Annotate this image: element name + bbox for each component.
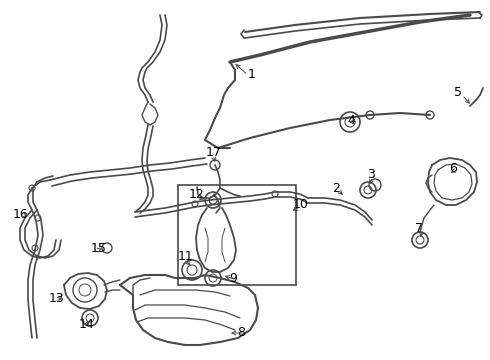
Text: 5: 5 xyxy=(454,86,462,99)
Text: 4: 4 xyxy=(347,113,355,126)
Text: 17: 17 xyxy=(206,147,222,159)
Text: 1: 1 xyxy=(248,68,256,81)
Text: 12: 12 xyxy=(189,189,205,202)
Bar xyxy=(178,185,296,285)
Text: 2: 2 xyxy=(332,181,340,194)
Text: 14: 14 xyxy=(79,319,95,332)
Text: 15: 15 xyxy=(91,242,107,255)
Text: 16: 16 xyxy=(13,208,29,221)
Text: 3: 3 xyxy=(367,168,375,181)
Text: 11: 11 xyxy=(178,251,194,264)
Text: 6: 6 xyxy=(449,162,457,175)
Text: 8: 8 xyxy=(237,325,245,338)
Text: 10: 10 xyxy=(293,198,309,211)
Text: 9: 9 xyxy=(229,271,237,284)
Text: 13: 13 xyxy=(49,292,65,306)
Text: 7: 7 xyxy=(415,221,423,234)
